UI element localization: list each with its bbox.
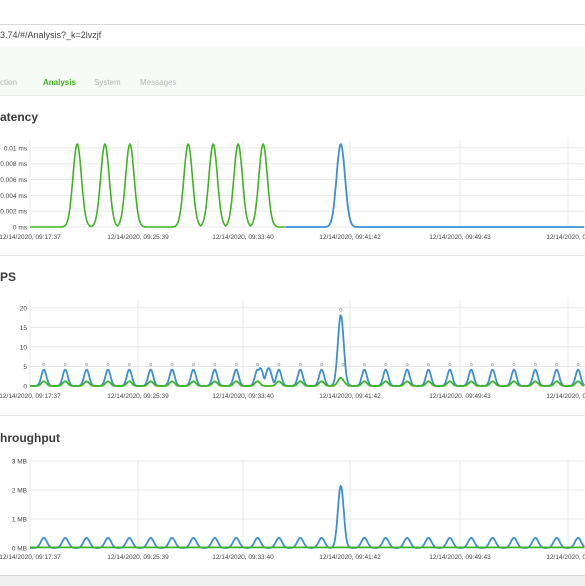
y-tick-label: 10 <box>20 344 28 351</box>
y-tick-label: 0 <box>23 384 27 391</box>
peak-marker <box>341 363 345 366</box>
x-tick-label: 12/14/2020, 09:41:42 <box>319 234 381 241</box>
y-tick-label: 0 MB <box>12 546 27 553</box>
y-tick-label: 0.01 ms <box>4 145 28 152</box>
tab-messages[interactable]: Messages <box>140 78 177 87</box>
x-tick-label: 12/14/2020, 09:17:37 <box>0 554 61 561</box>
address-bar[interactable]: 3.74/#/Analysis?_k=2lvzjf <box>0 24 585 48</box>
throughput-panel-title: hroughput <box>0 431 60 445</box>
panel-divider <box>0 415 585 416</box>
peak-marker <box>384 363 388 366</box>
peak-marker <box>491 363 494 366</box>
peak-marker <box>63 363 67 366</box>
peak-marker <box>106 363 110 366</box>
iops-panel-title: PS <box>0 270 17 284</box>
browser-top-strip <box>0 0 585 24</box>
panel-divider <box>0 255 585 256</box>
latency-panel-title: atency <box>0 110 39 124</box>
peak-marker <box>512 363 516 366</box>
series-line-green <box>29 143 285 228</box>
x-tick-label: 12/14/2020, 09:41:42 <box>319 393 381 400</box>
peak-marker <box>448 363 452 366</box>
peak-marker <box>85 363 89 366</box>
y-tick-label: 20 <box>20 305 28 312</box>
series-line-green <box>29 376 585 387</box>
x-tick-label: 12/14/2020, 09 <box>546 554 585 561</box>
x-tick-label: 12/14/2020, 09:25:39 <box>107 234 169 241</box>
x-tick-label: 12/14/2020, 09:33:40 <box>212 234 274 241</box>
iops-chart: 0 5 10 15 20 12/14/2020, 09:17:37 12/14/2020, … <box>0 300 585 400</box>
y-tick-label: 3 MB <box>12 459 27 466</box>
peak-marker <box>256 363 259 366</box>
peak-marker <box>42 363 46 366</box>
peak-marker <box>149 363 153 366</box>
peak-marker <box>405 363 409 366</box>
peak-marker <box>533 363 537 366</box>
x-tick-label: 12/14/2020, 09:17:37 <box>0 393 61 400</box>
x-tick-label: 12/14/2020, 09:49:43 <box>429 393 491 400</box>
tab-detection[interactable]: ction <box>0 78 17 87</box>
peak-marker <box>127 363 131 366</box>
y-tick-label: 0.006 ms <box>0 177 27 184</box>
tab-system[interactable]: System <box>94 78 121 87</box>
peak-marker <box>320 363 324 366</box>
peak-marker <box>339 308 343 312</box>
peak-marker <box>555 363 559 366</box>
x-tick-label: 12/14/2020, 09 <box>546 234 585 241</box>
y-tick-label: 0.008 ms <box>0 161 27 168</box>
x-tick-label: 12/14/2020, 09:33:40 <box>212 554 274 561</box>
x-tick-label: 12/14/2020, 09:33:40 <box>212 393 274 400</box>
series-line-blue <box>29 314 585 387</box>
y-tick-label: 1 MB <box>12 517 27 524</box>
peak-marker <box>576 363 580 366</box>
x-tick-label: 12/14/2020, 09:25:39 <box>107 393 169 400</box>
y-tick-label: 0 ms <box>13 225 28 232</box>
x-tick-label: 12/14/2020, 09:25:39 <box>107 554 169 561</box>
url-text[interactable]: 3.74/#/Analysis?_k=2lvzjf <box>0 30 102 40</box>
peak-marker <box>362 363 366 366</box>
x-tick-label: 12/14/2020, 09:49:43 <box>429 554 491 561</box>
latency-chart: 0 ms 0.002 ms 0.004 ms 0.006 ms 0.008 ms 0.01… <box>0 140 585 241</box>
peak-marker <box>192 363 195 366</box>
peak-marker <box>427 363 430 366</box>
peak-marker <box>170 363 174 366</box>
x-tick-label: 12/14/2020, 09:49:43 <box>429 234 491 241</box>
throughput-chart: 0 MB 1 MB 2 MB 3 MB 12/14/2020, 09:17:37 12/1… <box>0 459 585 561</box>
y-tick-label: 5 <box>23 364 27 371</box>
x-tick-label: 12/14/2020, 09 <box>546 393 585 400</box>
series-line-blue <box>29 484 585 549</box>
x-tick-label: 12/14/2020, 09:17:37 <box>0 234 61 241</box>
peak-marker <box>234 363 238 366</box>
peak-marker <box>213 363 217 366</box>
x-tick-label: 12/14/2020, 09:41:42 <box>319 554 381 561</box>
peak-marker <box>298 363 302 366</box>
y-tick-label: 15 <box>20 325 28 332</box>
tab-analysis[interactable]: Analysis <box>43 78 76 87</box>
peak-marker <box>277 363 281 366</box>
y-tick-label: 0.002 ms <box>0 209 27 216</box>
horizontal-scrollbar[interactable] <box>0 575 585 586</box>
series-line-blue <box>285 143 585 228</box>
peak-marker <box>469 363 473 366</box>
y-tick-label: 0.004 ms <box>0 193 27 200</box>
y-tick-label: 2 MB <box>12 488 27 495</box>
nav-tabs-bar: ction Analysis System Messages <box>0 47 585 96</box>
